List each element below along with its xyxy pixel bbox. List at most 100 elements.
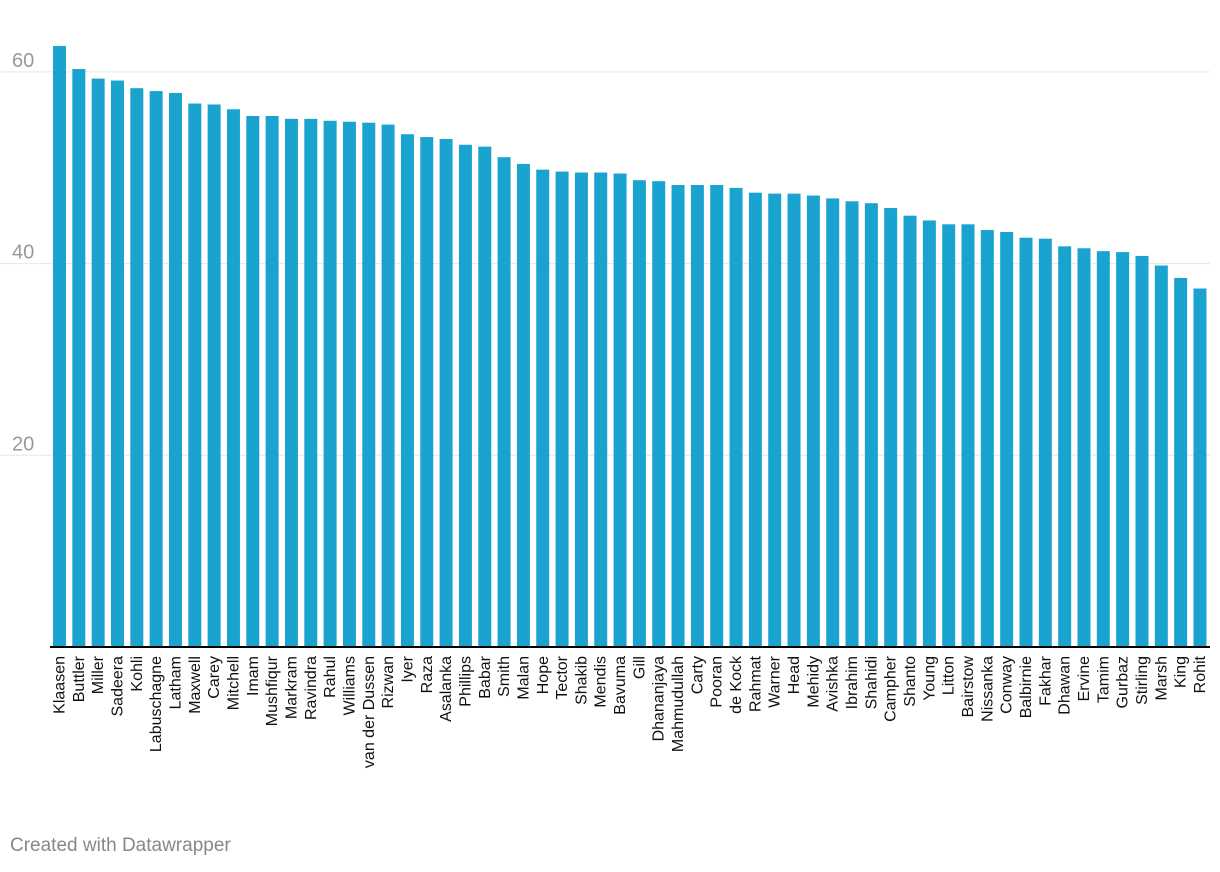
x-tick-label: Shahidi xyxy=(863,656,880,709)
y-axis-ticks: 20 40 60 xyxy=(12,50,34,455)
bar xyxy=(787,193,801,647)
x-tick-label: Miller xyxy=(90,655,107,694)
bar xyxy=(458,144,472,647)
bar xyxy=(516,163,530,647)
x-tick-label: Buttler xyxy=(71,655,88,702)
x-tick-label: Mehidy xyxy=(805,656,822,708)
bars xyxy=(53,46,1207,648)
x-tick-label: Carey xyxy=(206,656,223,699)
x-tick-label: Conway xyxy=(999,656,1016,714)
x-tick-label: Latham xyxy=(167,656,184,709)
bar xyxy=(594,172,608,648)
x-tick-label: Asalanka xyxy=(438,656,455,722)
x-tick-label: Babar xyxy=(477,655,494,698)
x-tick-label: Mitchell xyxy=(225,656,242,710)
bar xyxy=(110,80,124,648)
bar xyxy=(671,185,685,648)
bar xyxy=(729,187,743,648)
bar xyxy=(652,181,666,647)
x-tick-label: Mendis xyxy=(593,656,610,708)
x-tick-label: Williams xyxy=(341,656,358,716)
y-tick-label: 20 xyxy=(12,433,34,455)
bar xyxy=(362,122,376,647)
x-tick-label: Carty xyxy=(689,656,706,694)
bar xyxy=(961,224,975,647)
x-tick-label: Fakhar xyxy=(1037,655,1054,705)
bar xyxy=(748,192,762,647)
bar xyxy=(864,203,878,648)
bar xyxy=(497,157,511,648)
bar xyxy=(478,146,492,647)
bar xyxy=(1000,231,1014,648)
x-tick-label: Ibrahim xyxy=(844,656,861,709)
x-tick-label: Malan xyxy=(515,656,532,700)
bar xyxy=(1096,251,1110,647)
y-tick-label: 60 xyxy=(12,50,34,72)
x-tick-label: Pooran xyxy=(709,656,726,708)
x-tick-label: Bairstow xyxy=(960,656,977,718)
x-tick-label: Ravindra xyxy=(303,656,320,720)
x-tick-label: Tector xyxy=(554,655,571,699)
x-tick-label: Mahmudullah xyxy=(670,656,687,752)
x-tick-label: van der Dussen xyxy=(361,656,378,768)
x-tick-label: Sadeera xyxy=(109,656,126,717)
x-tick-label: Rizwan xyxy=(380,656,397,708)
bar xyxy=(1154,265,1168,647)
bar xyxy=(922,220,936,647)
x-tick-label: Young xyxy=(921,656,938,701)
bar xyxy=(381,124,395,648)
x-tick-label: Dhawan xyxy=(1057,656,1074,715)
bar xyxy=(342,121,356,647)
x-tick-label: Stirling xyxy=(1134,656,1151,705)
bar xyxy=(1019,237,1033,647)
bar xyxy=(903,215,917,648)
y-tick-label: 40 xyxy=(12,242,34,264)
x-tick-label: Bavuma xyxy=(612,656,629,715)
bar xyxy=(265,115,279,648)
x-tick-label: Gurbaz xyxy=(1115,656,1132,708)
x-tick-label: Klaasen xyxy=(52,656,69,714)
bar xyxy=(826,198,840,647)
x-tick-label: Iyer xyxy=(399,655,416,682)
x-tick-label: Dhananjaya xyxy=(651,656,668,742)
x-tick-label: Phillips xyxy=(457,656,474,707)
bar xyxy=(400,134,414,647)
x-tick-label: Kohli xyxy=(129,656,146,692)
x-tick-label: Warner xyxy=(767,655,784,708)
bar xyxy=(207,104,221,647)
x-tick-label: Head xyxy=(786,656,803,694)
bar xyxy=(1058,246,1072,648)
bar xyxy=(555,171,569,648)
x-axis-labels: Klaasen Buttler Miller Sadeera Kohli Labuscha… xyxy=(52,655,1209,768)
x-tick-label: Markram xyxy=(283,656,300,719)
footer-credit: Created with Datawrapper xyxy=(10,835,231,856)
bar xyxy=(246,115,260,648)
bar xyxy=(149,91,163,647)
x-tick-label: Maxwell xyxy=(187,656,204,714)
bar xyxy=(613,173,627,647)
x-tick-label: Labuschagne xyxy=(148,656,165,752)
bar xyxy=(226,109,240,648)
bar xyxy=(1038,238,1052,647)
x-tick-label: Litton xyxy=(941,656,958,695)
bar xyxy=(168,92,182,647)
bar xyxy=(710,185,724,648)
x-tick-label: Mushfiqur xyxy=(264,655,281,726)
x-tick-label: Marsh xyxy=(1153,656,1170,700)
x-tick-label: Campher xyxy=(883,655,900,721)
x-tick-label: Rohit xyxy=(1192,655,1209,693)
bar xyxy=(806,195,820,647)
bar xyxy=(53,46,66,647)
bar xyxy=(690,185,704,648)
x-tick-label: Shakib xyxy=(573,656,590,705)
bar xyxy=(845,201,859,648)
x-tick-label: Imam xyxy=(245,656,262,696)
x-tick-label: Balbirnie xyxy=(1018,656,1035,718)
x-tick-label: Hope xyxy=(535,656,552,694)
bar xyxy=(188,103,202,647)
x-tick-label: Nissanka xyxy=(979,656,996,722)
bar xyxy=(1116,252,1130,647)
bar xyxy=(536,169,550,648)
bar xyxy=(1193,288,1207,647)
